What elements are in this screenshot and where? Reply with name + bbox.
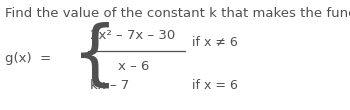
Text: kx – 7: kx – 7	[90, 79, 129, 92]
Text: if x = 6: if x = 6	[192, 79, 238, 92]
Text: 2x² – 7x – 30: 2x² – 7x – 30	[90, 28, 175, 41]
Text: if x ≠ 6: if x ≠ 6	[192, 36, 238, 49]
Text: Find the value of the constant k that makes the function continuous.: Find the value of the constant k that ma…	[5, 7, 350, 20]
Text: x – 6: x – 6	[118, 60, 149, 72]
Text: {: {	[72, 21, 118, 91]
Text: g(x)  =: g(x) =	[5, 51, 51, 64]
